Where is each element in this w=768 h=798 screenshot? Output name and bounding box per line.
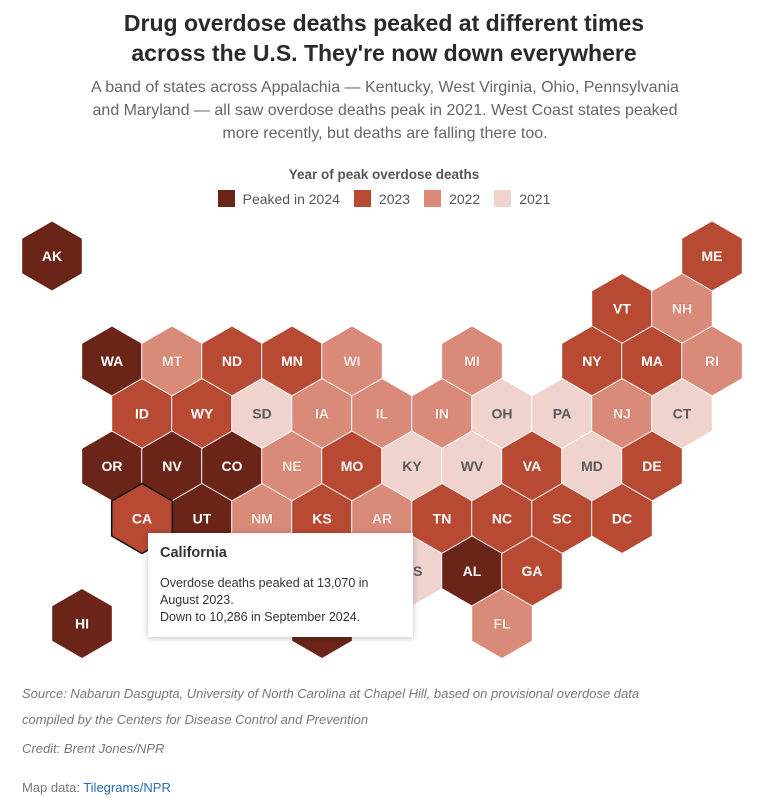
map-data: Map data: Tilegrams/NPR xyxy=(22,780,171,795)
tooltip-line: Down to 10,286 in September 2024. xyxy=(160,610,361,624)
state-hex-hi[interactable]: HI xyxy=(51,587,113,660)
state-hex-ak[interactable]: AK xyxy=(21,220,83,292)
state-label: ME xyxy=(702,248,723,264)
state-label: VT xyxy=(613,301,631,317)
state-label: MO xyxy=(341,458,364,474)
chart-subtitle: A band of states across Appalachia — Ken… xyxy=(91,79,679,142)
state-label: KY xyxy=(402,458,422,474)
state-label: CT xyxy=(673,406,692,422)
state-hex-fl[interactable]: FL xyxy=(471,587,533,660)
legend-swatch xyxy=(353,190,371,207)
legend-item-2024: Peaked in 2024 xyxy=(217,190,340,207)
hex-shape[interactable] xyxy=(21,220,83,292)
state-label: UT xyxy=(193,511,212,527)
state-label: DE xyxy=(642,458,661,474)
legend-item-2022: 2022 xyxy=(424,190,480,207)
state-label: GA xyxy=(522,563,543,579)
state-label: OR xyxy=(102,458,123,474)
state-label: MA xyxy=(641,353,663,369)
legend-item-2023: 2023 xyxy=(353,190,411,207)
source-note-1: Source: Nabarun Dasgupta, University of … xyxy=(22,686,640,701)
state-label: MN xyxy=(281,353,303,369)
hex-shape[interactable] xyxy=(591,482,653,555)
map-data-label: Map data: xyxy=(22,780,84,795)
state-hex-dc[interactable]: DC xyxy=(591,482,653,555)
legend-label: 2021 xyxy=(519,190,551,207)
state-tooltip: California Overdose deaths peaked at 13,… xyxy=(148,533,413,637)
state-hex-ri[interactable]: RI xyxy=(681,325,743,397)
state-label: HI xyxy=(75,616,89,632)
state-label: SD xyxy=(252,406,271,422)
map-data-link[interactable]: Tilegrams/NPR xyxy=(83,780,171,795)
hex-shape[interactable] xyxy=(471,587,533,660)
state-label: OH xyxy=(492,406,513,422)
state-label: NY xyxy=(582,353,602,369)
legend-title: Year of peak overdose deaths xyxy=(288,167,480,182)
state-label: CA xyxy=(132,511,152,527)
chart-title: Drug overdose deaths peaked at different… xyxy=(0,8,768,68)
state-hex-mt[interactable]: MT xyxy=(141,325,203,397)
state-label: IA xyxy=(315,406,329,422)
state-label: CO xyxy=(222,458,243,474)
state-label: NC xyxy=(492,511,512,527)
state-hex-in[interactable]: IN xyxy=(411,377,473,450)
state-hex-wy[interactable]: WY xyxy=(171,377,233,450)
state-label: ND xyxy=(222,353,242,369)
state-hex-pa[interactable]: PA xyxy=(531,377,593,450)
state-hex-ma[interactable]: MA xyxy=(621,325,683,397)
tooltip-line: August 2023. xyxy=(160,593,234,607)
state-hex-al[interactable]: AL xyxy=(441,535,503,607)
legend-label: 2022 xyxy=(449,190,481,207)
state-label: FL xyxy=(493,616,511,632)
title-line-2: across the U.S. They're now down everywh… xyxy=(131,40,637,66)
tooltip-title: California xyxy=(160,545,227,561)
legend-swatch xyxy=(217,190,235,207)
legend: Peaked in 2024 2023 2022 2021 xyxy=(0,190,768,207)
state-label: WY xyxy=(191,406,214,422)
legend-item-2021: 2021 xyxy=(494,190,550,207)
state-hex-sd[interactable]: SD xyxy=(231,377,293,450)
legend-label: Peaked in 2024 xyxy=(242,190,340,207)
state-label: VA xyxy=(523,458,541,474)
state-label: NE xyxy=(282,458,301,474)
legend-swatch xyxy=(424,190,442,207)
legend-swatch xyxy=(494,190,512,207)
state-label: MT xyxy=(162,353,183,369)
source-note-2: compiled by the Centers for Disease Cont… xyxy=(22,712,369,727)
state-label: DC xyxy=(612,511,632,527)
state-label: ID xyxy=(135,406,149,422)
state-label: SC xyxy=(552,511,571,527)
state-label: NV xyxy=(162,458,182,474)
state-hex-de[interactable]: DE xyxy=(621,430,683,502)
state-label: AR xyxy=(372,511,392,527)
state-label: KS xyxy=(312,511,331,527)
state-label: MD xyxy=(581,458,603,474)
state-label: AL xyxy=(463,563,482,579)
legend-label: 2023 xyxy=(378,190,411,207)
state-label: WV xyxy=(461,458,484,474)
credit: Credit: Brent Jones/NPR xyxy=(22,741,165,756)
state-label: NM xyxy=(251,511,273,527)
state-label: MI xyxy=(464,353,480,369)
hex-shape[interactable] xyxy=(51,587,113,660)
title-line-1: Drug overdose deaths peaked at different… xyxy=(123,10,645,36)
state-label: IL xyxy=(376,406,389,422)
tooltip-line: Overdose deaths peaked at 13,070 in xyxy=(160,576,369,590)
state-hex-ga[interactable]: GA xyxy=(501,535,563,607)
state-label: TN xyxy=(433,511,452,527)
state-label: NH xyxy=(672,301,692,317)
state-hex-nc[interactable]: NC xyxy=(471,482,533,555)
state-label: IN xyxy=(435,406,449,422)
state-hex-va[interactable]: VA xyxy=(501,430,563,502)
state-label: NJ xyxy=(613,406,631,422)
state-label: AK xyxy=(42,248,62,264)
state-hex-ia[interactable]: IA xyxy=(291,377,353,450)
state-label: WA xyxy=(101,353,124,369)
state-label: RI xyxy=(705,353,719,369)
state-hex-ne[interactable]: NE xyxy=(261,430,323,502)
state-label: PA xyxy=(553,406,571,422)
state-hex-md[interactable]: MD xyxy=(561,430,623,502)
state-label: WI xyxy=(343,353,360,369)
